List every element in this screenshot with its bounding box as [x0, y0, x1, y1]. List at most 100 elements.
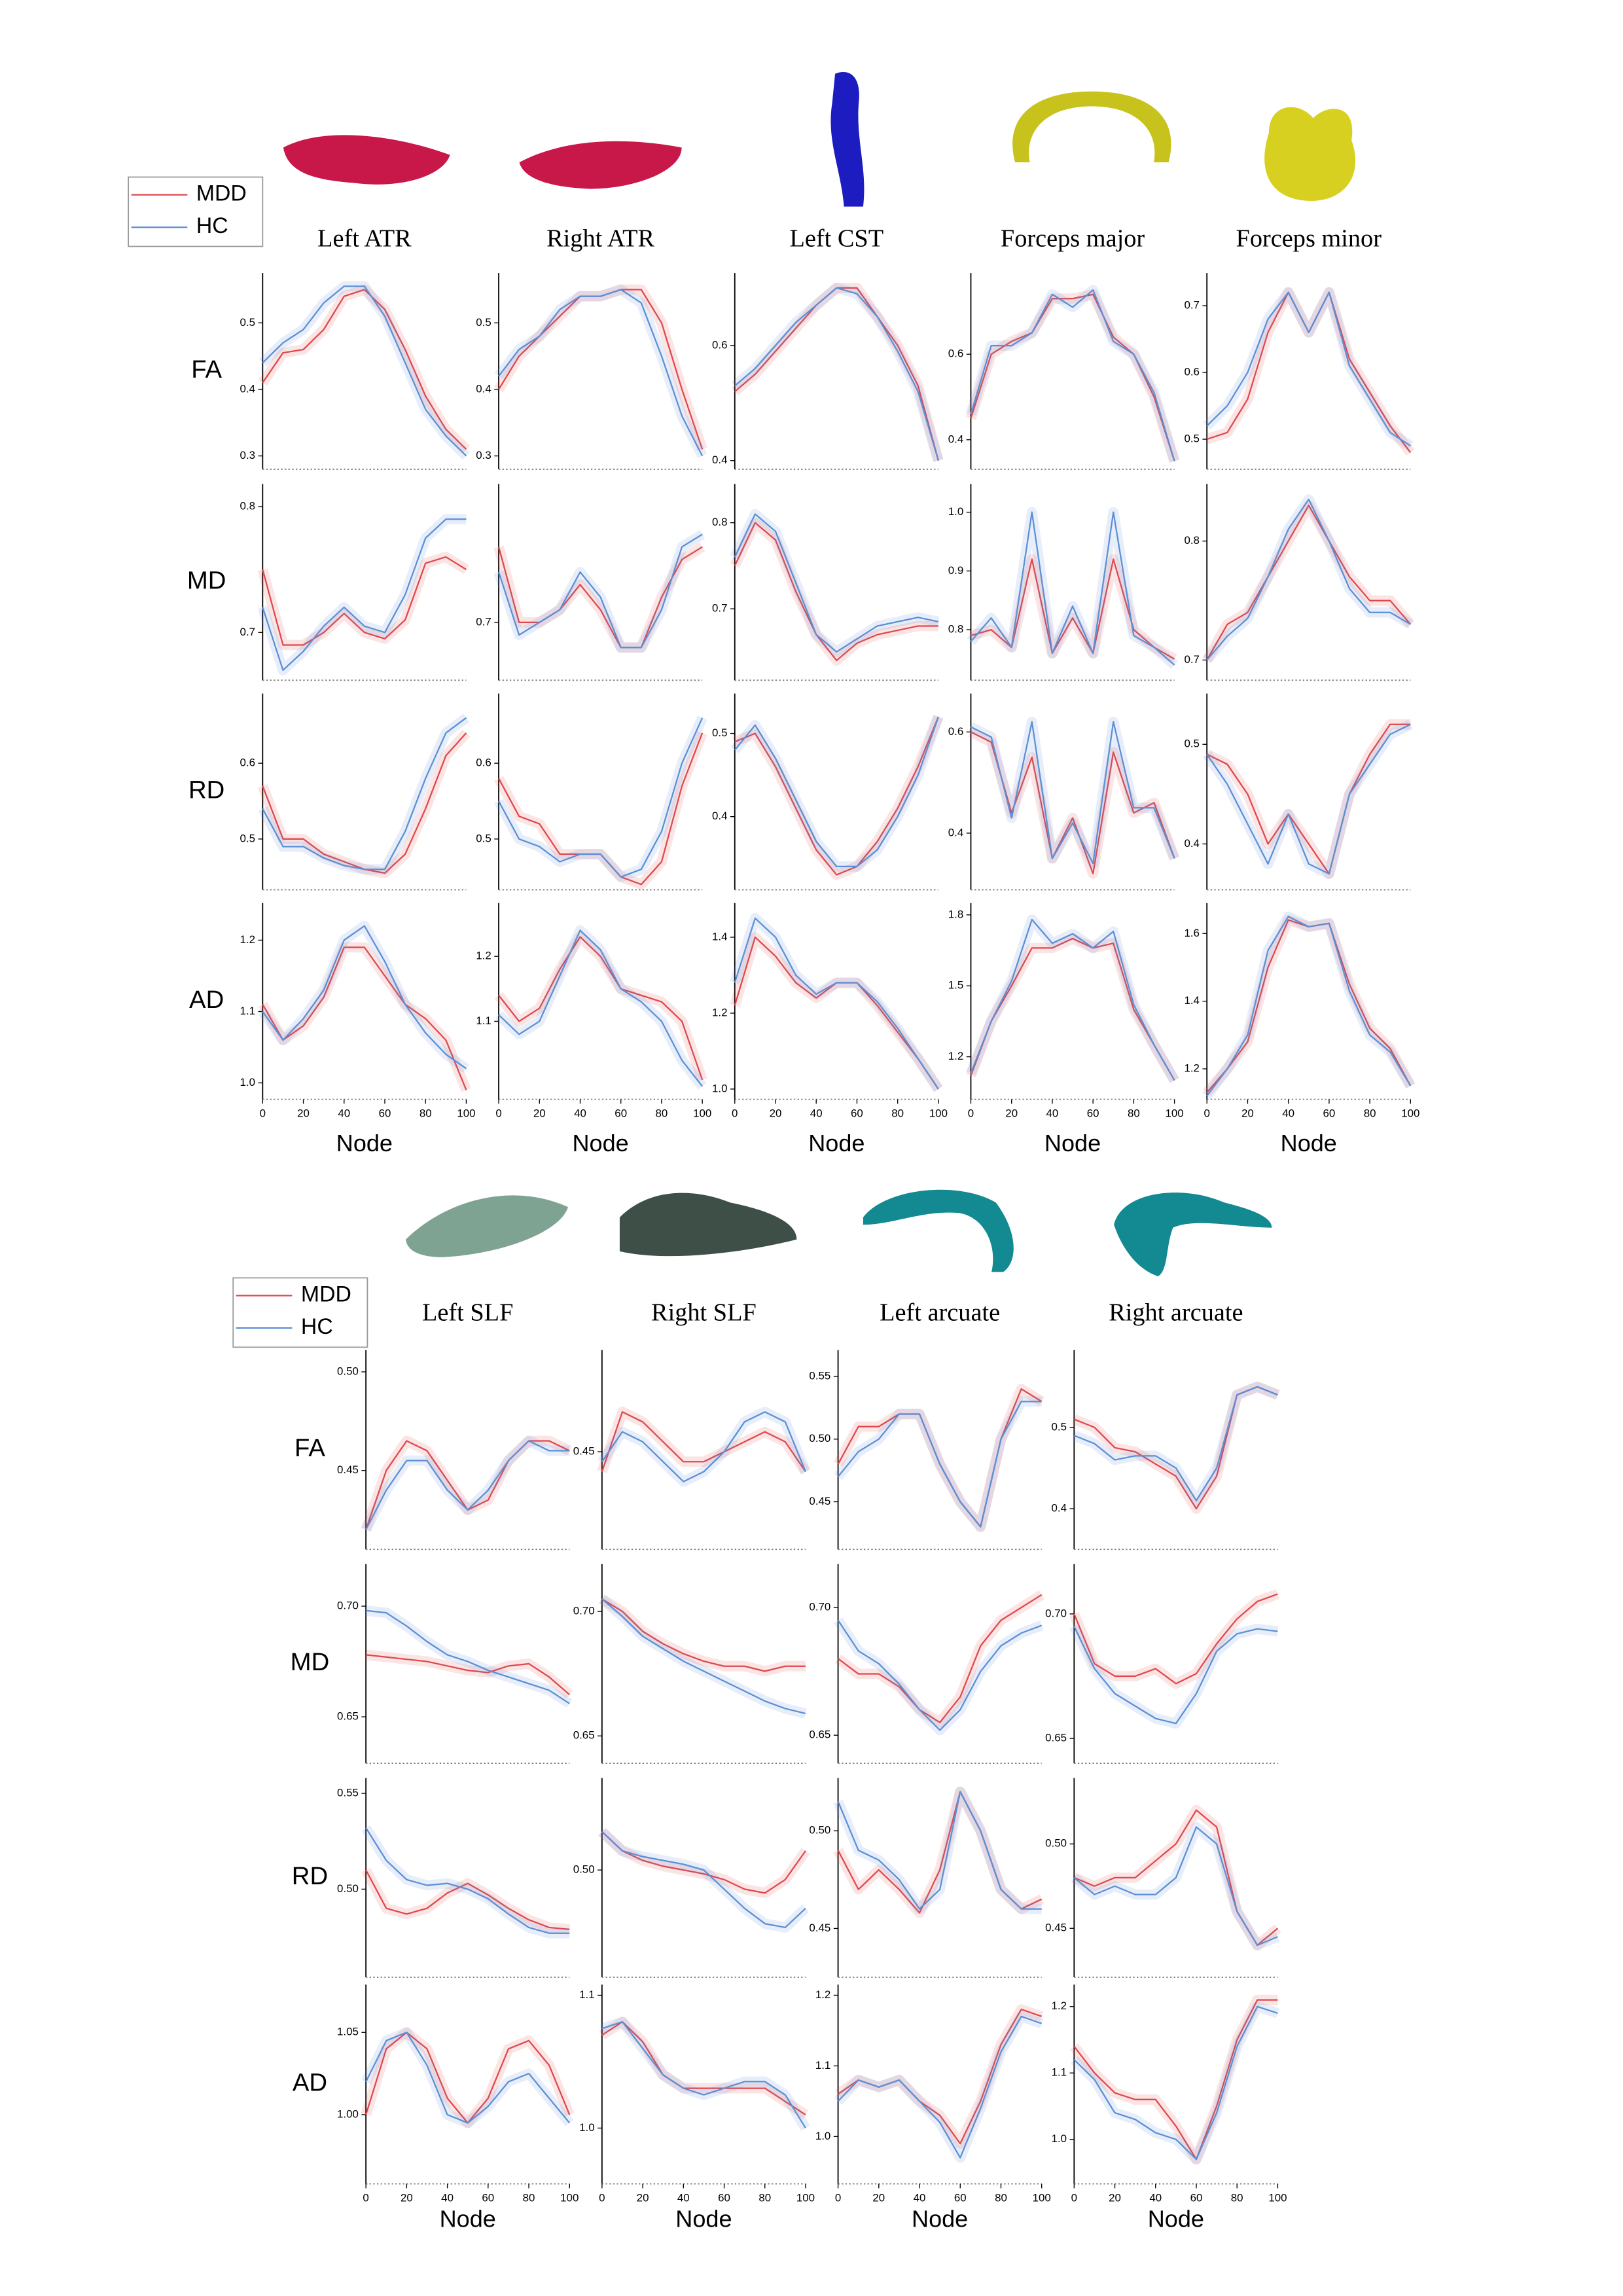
series-line	[601, 1831, 806, 1894]
y-tick-label: 1.0	[579, 2121, 594, 2134]
y-tick-label: 1.4	[712, 930, 727, 942]
x-tick-label: 60	[379, 1107, 391, 1120]
x-tick-label: 80	[523, 2192, 535, 2204]
x-tick-label: 100	[796, 2192, 815, 2204]
x-tick-label: 0	[260, 1107, 266, 1120]
y-tick-label: 0.4	[712, 810, 727, 822]
y-tick-label: 0.5	[476, 316, 491, 329]
y-tick-label: 1.6	[1184, 927, 1199, 939]
series-line	[971, 558, 1175, 660]
series-line	[1206, 291, 1411, 447]
series-line	[601, 2020, 806, 2116]
x-tick-label: 40	[1046, 1107, 1059, 1120]
column-title: Forceps major	[1001, 224, 1145, 252]
y-tick-label: 0.7	[712, 602, 727, 615]
y-tick-label: 0.6	[1184, 366, 1199, 378]
series-line	[262, 289, 467, 450]
confidence-band	[361, 2027, 575, 2128]
y-tick-label: 1.4	[1184, 994, 1199, 1007]
series-line	[1073, 1999, 1278, 2161]
legend-label: HC	[196, 213, 228, 238]
y-tick-label: 0.65	[1045, 1732, 1067, 1744]
y-tick-label: 0.8	[712, 516, 727, 528]
column-title: Left ATR	[317, 224, 412, 252]
y-tick-label: 0.7	[240, 626, 255, 638]
series-line	[970, 511, 1175, 666]
x-tick-label: 40	[810, 1107, 823, 1120]
y-tick-label: 1.1	[815, 2059, 830, 2072]
y-tick-label: 0.6	[948, 725, 963, 738]
x-tick-label: 40	[1149, 2192, 1162, 2204]
y-tick-label: 0.4	[712, 454, 727, 466]
y-tick-label: 0.9	[948, 564, 963, 577]
series-line	[970, 937, 1175, 1081]
series-line	[365, 2032, 571, 2124]
x-tick-label: 40	[441, 2192, 454, 2204]
x-tick-label: 100	[1268, 2192, 1287, 2204]
y-tick-label: 1.0	[240, 1076, 255, 1088]
confidence-band	[1205, 287, 1415, 456]
x-tick-label: 80	[419, 1107, 432, 1120]
y-tick-label: 1.1	[476, 1014, 491, 1027]
series-line	[1073, 1626, 1278, 1725]
series-line	[837, 1401, 1042, 1528]
y-tick-label: 0.5	[1052, 1420, 1067, 1433]
series-line	[262, 556, 467, 646]
confidence-band	[1203, 494, 1414, 664]
y-tick-label: 0.6	[476, 757, 491, 769]
x-tick-label: 80	[758, 2192, 771, 2204]
y-tick-label: 1.8	[948, 908, 963, 920]
x-tick-label: 80	[1231, 2192, 1243, 2204]
y-tick-label: 1.1	[579, 1988, 594, 2001]
legend-label: HC	[301, 1314, 333, 1339]
legend-box	[232, 1277, 368, 1348]
x-tick-label: 20	[297, 1107, 310, 1120]
y-tick-label: 0.3	[476, 449, 491, 461]
row-label: MD	[291, 1648, 330, 1676]
y-tick-label: 0.45	[337, 1463, 359, 1476]
confidence-band	[1202, 500, 1415, 663]
series-line	[497, 546, 703, 649]
series-line	[366, 1654, 571, 1696]
y-tick-label: 0.5	[1184, 738, 1199, 750]
x-axis-label: Node	[1044, 1130, 1101, 1157]
x-tick-label: 20	[1109, 2192, 1121, 2204]
y-tick-label: 1.05	[337, 2026, 359, 2038]
x-tick-label: 40	[914, 2192, 926, 2204]
bundle-left-arcuate	[863, 1189, 1014, 1272]
series-line	[837, 1791, 1042, 1910]
x-tick-label: 40	[338, 1107, 350, 1120]
x-tick-label: 60	[954, 2192, 967, 2204]
x-tick-label: 80	[995, 2192, 1007, 2204]
y-tick-label: 1.2	[476, 950, 491, 962]
legend-label: MDD	[301, 1282, 351, 1306]
y-tick-label: 0.6	[948, 348, 963, 360]
x-tick-label: 20	[1005, 1107, 1018, 1120]
series-line	[837, 1619, 1043, 1731]
y-tick-label: 0.45	[809, 1495, 830, 1507]
confidence-band	[598, 1827, 810, 1899]
bundle-left-cst	[830, 72, 865, 207]
bundle-right-arcuate	[1114, 1193, 1272, 1277]
series-line	[365, 1827, 570, 1934]
y-tick-label: 1.2	[240, 933, 255, 946]
series-line	[837, 2015, 1043, 2159]
column-title: Right ATR	[546, 224, 654, 252]
y-tick-label: 0.5	[1184, 433, 1199, 445]
series-line	[498, 936, 704, 1081]
confidence-band	[1203, 914, 1416, 1096]
x-tick-label: 60	[1190, 2192, 1203, 2204]
confidence-band	[965, 285, 1180, 463]
column-title: Left arcuate	[880, 1299, 1000, 1327]
x-tick-label: 100	[1166, 1107, 1184, 1120]
x-tick-label: 20	[770, 1107, 782, 1120]
row-label: RD	[188, 776, 224, 804]
series-line	[1206, 916, 1412, 1097]
y-tick-label: 0.3	[240, 449, 255, 461]
y-tick-label: 0.4	[948, 433, 963, 445]
x-tick-label: 100	[457, 1107, 475, 1120]
x-tick-label: 20	[533, 1107, 546, 1120]
row-label: MD	[187, 567, 226, 595]
y-tick-label: 0.5	[476, 832, 491, 844]
